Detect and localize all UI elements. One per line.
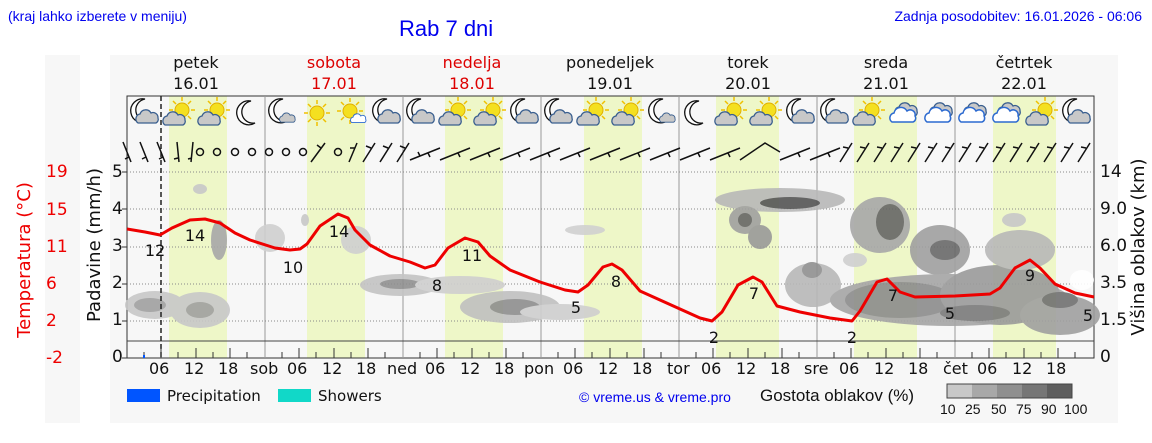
cloud-density-scale [946,383,1073,399]
precip-tick: 3 [112,236,123,256]
precip-tick: 1 [112,310,123,330]
day-header-4: torek 20.01 [725,53,771,93]
cloud-height-axis-title: Višina oblakov (km) [1128,158,1149,336]
precip-tick: 5 [112,162,123,182]
showers-swatch [278,389,311,402]
svg-text:12: 12 [145,241,165,260]
temp-tick: 15 [46,200,68,220]
svg-text:8: 8 [432,276,442,295]
cloud-height-tick: 1.5 [1100,310,1128,330]
svg-text:5: 5 [571,298,581,317]
x-axis-labels: 06 12 18 sob 06 12 18 ned 06 12 18 pon 0… [149,359,1067,378]
day-header-2: nedelja 18.01 [442,53,502,93]
day-header-3: ponedeljek 19.01 [566,53,654,93]
temp-tick: 19 [46,162,68,182]
wind-barbs [122,141,1091,163]
cloud-height-tick: 6.0 [1100,236,1128,256]
precip-tick: 0 [112,347,123,367]
day-header-0: petek 16.01 [173,53,219,93]
temp-tick: 11 [46,237,68,257]
svg-text:7: 7 [749,284,759,303]
svg-text:10: 10 [283,258,303,277]
precipitation-axis-title: Padavine (mm/h) [84,168,105,322]
svg-text:2: 2 [709,328,719,347]
credit-link[interactable]: © vreme.us & vreme.pro [579,389,731,405]
temperature-line [126,212,1095,323]
cloud-height-tick: 0 [1100,347,1111,367]
temp-tick: -2 [46,348,63,368]
temp-tick: 6 [46,274,57,294]
precip-tick: 2 [112,273,123,293]
last-updated: Zadnja posodobitev: 16.01.2026 - 06:06 [894,8,1142,24]
region-hint: (kraj lahko izberete v meniju) [8,8,187,24]
svg-text:14: 14 [185,226,205,245]
svg-text:5: 5 [945,304,955,323]
cloud-density-label: Gostota oblakov (%) [760,386,915,405]
svg-text:5: 5 [1083,306,1093,325]
legend-precipitation: Precipitation [167,387,261,405]
cloud-height-tick: 3.5 [1100,273,1128,293]
svg-text:7: 7 [888,286,898,305]
svg-text:11: 11 [462,246,482,265]
cloud-height-tick: 9.0 [1100,199,1128,219]
day-header-5: sreda 21.01 [863,53,909,93]
svg-text:9: 9 [1025,266,1035,285]
temp-axis-panel [45,55,80,423]
page-title: Rab 7 dni [399,16,494,41]
temperature-value-labels: 12 14 10 14 8 11 5 8 2 7 2 7 5 9 5 [145,222,1093,347]
temperature-axis-title: Temperatura (°C) [14,182,35,338]
day-header-6: četrtek 22.01 [995,53,1053,93]
precipitation-swatch [127,389,160,402]
svg-text:2: 2 [847,328,857,347]
x-ticks [143,348,1076,358]
temp-tick: 2 [46,311,57,331]
svg-text:8: 8 [611,272,621,291]
legend-showers: Showers [318,387,382,405]
svg-text:14: 14 [329,222,349,241]
cloud-density-areas [125,184,1100,335]
cloud-height-tick: 14 [1100,162,1122,182]
precip-tick: 4 [112,199,123,219]
day-header-1: sobota 17.01 [306,53,362,93]
